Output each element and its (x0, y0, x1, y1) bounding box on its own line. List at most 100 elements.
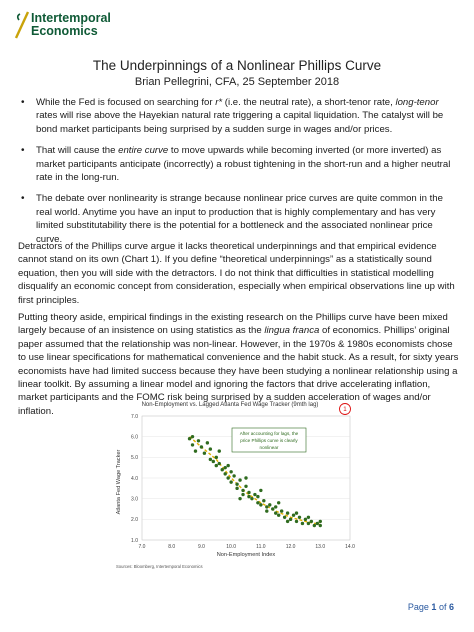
data-point (285, 511, 290, 515)
bullet-icon: • (21, 97, 25, 108)
data-point (259, 503, 263, 507)
logo-line-1: Intertemporal (31, 11, 111, 25)
chart-svg: Non-Employment vs. Lagged Atlanta Fed Wa… (116, 402, 355, 569)
data-point (315, 521, 320, 526)
bullet-item: • The debate over nonlinearity is strang… (21, 193, 443, 245)
data-point (294, 511, 299, 515)
data-point (318, 523, 322, 528)
logo-line-2: Economics (31, 24, 98, 38)
data-point (238, 478, 242, 482)
data-point (256, 494, 260, 499)
data-point (196, 439, 201, 443)
data-point (232, 474, 236, 478)
annotation-box: After accounting for lags, the price Phil… (231, 427, 307, 453)
data-point (235, 486, 239, 491)
data-point (226, 463, 230, 468)
x-tick-label: 10.0 (226, 544, 236, 550)
data-point (250, 496, 254, 501)
data-point (220, 468, 224, 472)
data-point (226, 476, 230, 480)
data-point (229, 470, 233, 474)
data-point (229, 480, 233, 484)
data-point (193, 449, 198, 453)
data-point (190, 443, 195, 447)
data-point (187, 437, 192, 441)
data-point (288, 517, 293, 522)
data-point (274, 511, 278, 515)
bullet-icon: • (21, 145, 25, 157)
data-point (318, 519, 322, 524)
data-point (259, 488, 263, 493)
y-axis-label: Atlanta Fed Wage Tracker (116, 449, 122, 514)
logo: Intertemporal Economics (14, 10, 164, 50)
bullet-icon: • (21, 193, 25, 205)
data-point (265, 505, 269, 509)
data-point (294, 519, 299, 524)
data-point (205, 441, 210, 445)
data-point (217, 461, 221, 466)
x-tick-label: 12.0 (286, 544, 296, 550)
logo-mark-icon (14, 11, 30, 39)
data-point (223, 472, 227, 476)
data-point (211, 459, 216, 464)
x-tick-label: 13.0 (315, 544, 325, 550)
data-point (253, 492, 257, 497)
data-point (190, 434, 195, 439)
x-tick-label: 7.0 (139, 544, 146, 550)
y-tick-label: 5.0 (131, 455, 138, 461)
paragraph-empirical: Putting theory aside, empirical findings… (18, 312, 459, 417)
data-point (241, 492, 245, 497)
data-point (276, 501, 281, 505)
data-point (223, 465, 227, 470)
data-point (238, 496, 242, 501)
byline: Brian Pellegrini, CFA, 25 September 2018 (134, 76, 340, 88)
page-number: Page 1 of 6 (407, 602, 454, 612)
data-point (217, 449, 221, 453)
x-tick-label: 11.0 (256, 544, 266, 550)
x-tick-label: 9.0 (198, 544, 205, 550)
data-point (276, 513, 281, 517)
annotation-text: After accounting for lags, the (240, 431, 299, 436)
annotation-text: nonlinear (260, 445, 279, 450)
paragraph-detractors: Detractors of the Phillips curve argue i… (18, 241, 455, 306)
data-point (309, 519, 314, 524)
y-tick-label: 4.0 (131, 476, 138, 482)
chart-number-badge (339, 403, 351, 415)
data-point (306, 515, 311, 519)
data-point (265, 509, 269, 513)
bullet-item: • While the Fed is focused on searching … (21, 97, 444, 135)
data-point (312, 523, 317, 528)
chart-number: 1 (343, 406, 347, 413)
y-tick-label: 6.0 (131, 434, 138, 440)
chart-source: Sources: Bloomberg, Intertemporal Econom… (116, 564, 203, 569)
data-point (306, 521, 311, 526)
data-point (247, 490, 251, 495)
data-point (285, 519, 290, 524)
chart-1: Non-Employment vs. Lagged Atlanta Fed Wa… (112, 398, 364, 574)
data-point (300, 521, 305, 526)
bullet-list: • While the Fed is focused on searching … (18, 96, 458, 254)
data-point (244, 476, 248, 480)
data-point (256, 501, 260, 505)
y-tick-label: 2.0 (131, 517, 138, 523)
chart-title: Non-Employment vs. Lagged Atlanta Fed Wa… (142, 402, 319, 408)
data-point (214, 463, 218, 468)
data-point (274, 505, 278, 509)
y-tick-label: 1.0 (131, 538, 138, 544)
data-point (241, 488, 245, 493)
y-tick-label: 7.0 (131, 414, 138, 420)
x-tick-label: 8.0 (168, 544, 175, 550)
data-point (235, 482, 239, 486)
annotation-text: price Phillips curve is clearly (240, 438, 298, 443)
data-point (262, 499, 266, 503)
data-point (247, 494, 251, 499)
x-tick-label: 14.0 (345, 544, 355, 550)
trend-line (189, 436, 321, 526)
bullet-item: • That will cause the entire curve to mo… (21, 145, 451, 184)
data-point (199, 445, 204, 449)
data-point (279, 509, 284, 513)
y-tick-label: 3.0 (131, 496, 138, 502)
data-point (282, 515, 287, 519)
data-point (297, 515, 302, 519)
data-point (303, 517, 308, 522)
